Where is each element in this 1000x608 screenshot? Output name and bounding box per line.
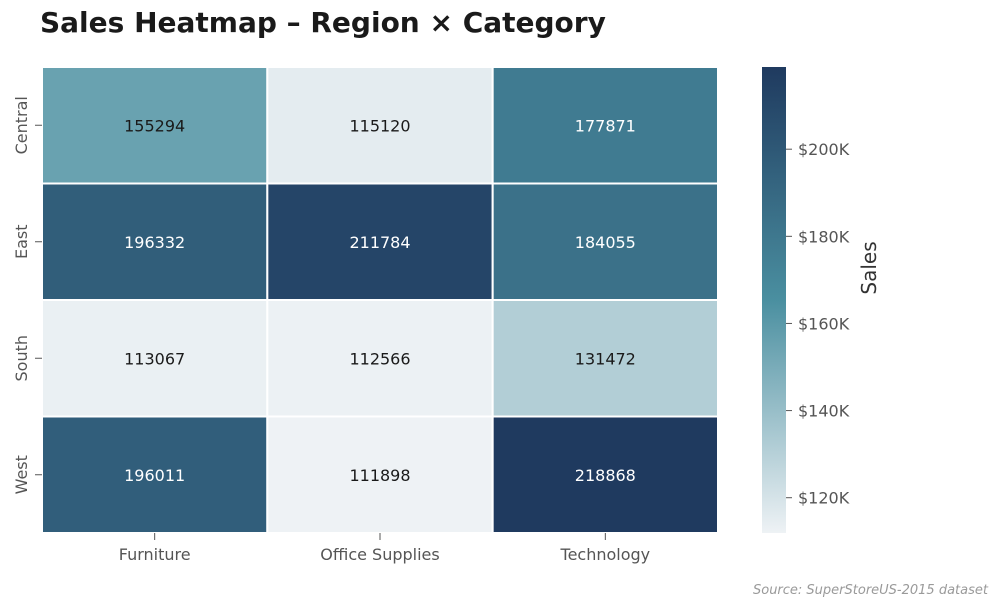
heatmap-cell <box>491 415 719 534</box>
column-label: Technology <box>560 545 651 564</box>
colorbar-tick-label: $200K <box>798 140 850 159</box>
colorbar-label: Sales <box>857 241 881 294</box>
heatmap-cell <box>491 66 719 185</box>
cell-value-label: 196011 <box>124 466 185 485</box>
colorbar-tick-label: $160K <box>798 314 850 333</box>
source-note: Source: SuperStoreUS-2015 dataset <box>752 583 988 598</box>
cell-value-label: 196332 <box>124 233 185 252</box>
row-label: East <box>12 224 31 259</box>
heatmap-cell <box>41 415 269 534</box>
cell-value-label: 131472 <box>575 349 636 368</box>
cell-value-label: 218868 <box>575 466 636 485</box>
cell-value-label: 111898 <box>349 466 410 485</box>
cell-value-label: 211784 <box>349 233 410 252</box>
heatmap-cells: 155294 115120 177871 196332 211784 184055 1130… <box>41 66 719 534</box>
column-label: Office Supplies <box>320 545 439 564</box>
column-labels: Furniture Office Supplies Technology <box>119 533 650 564</box>
cell-value-label: 184055 <box>575 233 636 252</box>
cell-value-label: 177871 <box>575 116 636 135</box>
row-labels: Central East South West <box>12 96 42 494</box>
colorbar-tick-label: $140K <box>798 402 850 421</box>
heatmap-cell <box>266 66 494 185</box>
colorbar-tick-label: $120K <box>798 489 850 508</box>
colorbar-gradient <box>762 67 786 533</box>
cell-value-label: 112566 <box>349 349 410 368</box>
cell-value-label: 113067 <box>124 349 185 368</box>
column-label: Furniture <box>119 545 191 564</box>
heatmap-cell <box>266 299 494 418</box>
colorbar-tick-label: $180K <box>798 227 850 246</box>
heatmap-cell <box>41 66 269 185</box>
row-label: Central <box>12 96 31 154</box>
row-label: West <box>12 455 31 494</box>
colorbar: $120K $140K $160K $180K $200K Sales <box>762 67 881 533</box>
cell-value-label: 155294 <box>124 116 185 135</box>
cell-value-label: 115120 <box>349 116 410 135</box>
heatmap-cell <box>41 299 269 418</box>
row-label: South <box>12 335 31 382</box>
chart-title: Sales Heatmap – Region × Category <box>40 6 606 39</box>
heatmap-cell <box>491 299 719 418</box>
